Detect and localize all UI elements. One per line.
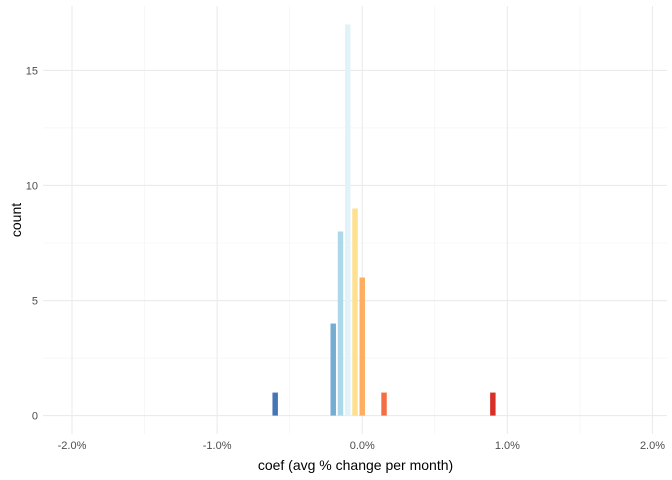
x-axis-tick-labels: -2.0% -1.0% 0.0% 1.0% 2.0% [58,440,666,452]
x-tick-label: 1.0% [495,440,520,452]
y-axis-tick-labels: 0 5 10 15 [26,65,38,422]
histogram-bars [272,24,496,416]
histogram-bar [272,392,278,416]
x-tick-label: 2.0% [640,440,665,452]
x-tick-label: 0.0% [350,440,375,452]
x-tick-label: -1.0% [203,440,232,452]
y-tick-label: 5 [32,296,38,308]
histogram-bar [490,392,496,416]
histogram-bar [352,208,358,416]
histogram-bar [359,277,365,416]
y-axis-title: count [8,203,24,237]
histogram-bar [345,24,351,416]
x-axis-title: coef (avg % change per month) [258,457,453,473]
y-tick-label: 0 [32,411,38,423]
histogram-bar [337,231,344,416]
histogram-bar [381,392,387,416]
x-tick-label: -2.0% [58,440,87,452]
histogram-bar [330,323,336,416]
y-tick-label: 15 [26,65,38,77]
y-tick-label: 10 [26,180,38,192]
